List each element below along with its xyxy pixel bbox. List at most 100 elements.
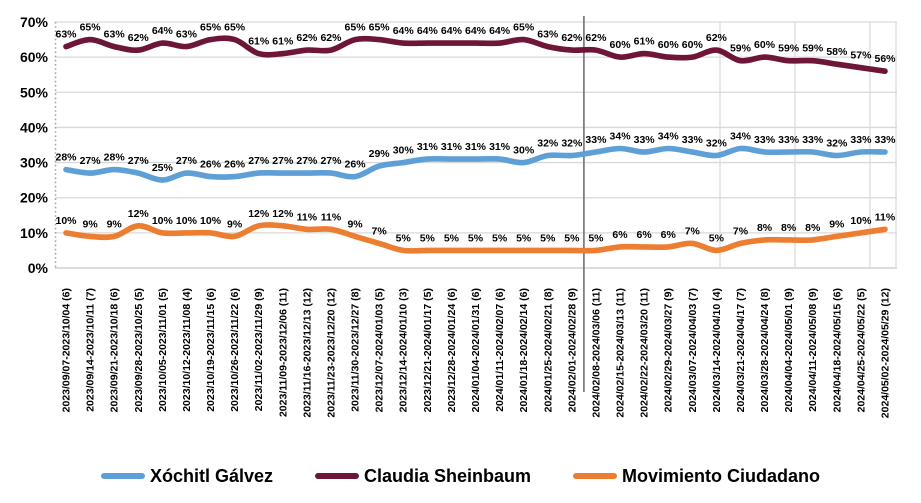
data-label-xochitl-galvez: 28% bbox=[104, 152, 126, 164]
data-label-movimiento-ciudadano: 12% bbox=[128, 208, 150, 220]
x-tick-label: 2023/11/02-2023/11/29 (9) bbox=[253, 288, 265, 411]
data-label-claudia-sheinbaum: 56% bbox=[874, 53, 896, 65]
legend-item-claudia-sheinbaum: Claudia Sheinbaum bbox=[315, 466, 531, 487]
y-tick-label: 20% bbox=[20, 190, 49, 206]
data-label-movimiento-ciudadano: 7% bbox=[733, 225, 749, 237]
data-label-xochitl-galvez: 33% bbox=[682, 134, 704, 146]
data-label-claudia-sheinbaum: 65% bbox=[345, 22, 367, 34]
data-label-movimiento-ciudadano: 9% bbox=[829, 218, 845, 230]
data-label-claudia-sheinbaum: 62% bbox=[320, 32, 342, 44]
x-tick-label: 2023/12/14-2024/01/10 (3) bbox=[398, 288, 410, 412]
x-tick-label: 2023/11/09-2023/12/06 (11) bbox=[277, 288, 289, 417]
data-label-claudia-sheinbaum: 64% bbox=[489, 25, 511, 37]
y-tick-label: 60% bbox=[20, 49, 49, 65]
data-label-xochitl-galvez: 33% bbox=[754, 134, 776, 146]
data-label-xochitl-galvez: 26% bbox=[224, 159, 246, 171]
data-label-movimiento-ciudadano: 5% bbox=[396, 232, 412, 244]
data-label-claudia-sheinbaum: 64% bbox=[417, 25, 439, 37]
data-label-claudia-sheinbaum: 60% bbox=[658, 39, 680, 51]
data-label-movimiento-ciudadano: 9% bbox=[347, 218, 363, 230]
data-label-movimiento-ciudadano: 12% bbox=[272, 208, 294, 220]
y-tick-label: 70% bbox=[20, 14, 49, 30]
x-tick-label: 2023/09/28-2023/10/25 (5) bbox=[133, 288, 145, 412]
data-label-xochitl-galvez: 27% bbox=[248, 155, 270, 167]
x-tick-label: 2023/11/30-2023/12/27 (8) bbox=[350, 288, 362, 412]
x-tick-label: 2024/02/08-2024/03/06 (11) bbox=[590, 288, 602, 418]
data-label-xochitl-galvez: 27% bbox=[176, 155, 198, 167]
data-label-xochitl-galvez: 33% bbox=[634, 134, 656, 146]
data-label-xochitl-galvez: 33% bbox=[585, 134, 607, 146]
x-tick-label: 2024/02/01-2024/02/28 (9) bbox=[566, 288, 578, 412]
data-label-claudia-sheinbaum: 59% bbox=[778, 43, 800, 55]
legend-swatch-xochitl-galvez bbox=[100, 473, 145, 479]
data-label-movimiento-ciudadano: 11% bbox=[875, 211, 896, 223]
x-tick-label: 2023/12/28-2024/01/24 (6) bbox=[446, 288, 458, 412]
data-label-movimiento-ciudadano: 5% bbox=[540, 232, 556, 244]
data-label-claudia-sheinbaum: 64% bbox=[441, 25, 463, 37]
x-tick-label: 2023/11/23-2023/12/20 (12) bbox=[326, 288, 338, 418]
data-label-claudia-sheinbaum: 59% bbox=[730, 43, 752, 55]
data-label-xochitl-galvez: 31% bbox=[441, 141, 463, 153]
data-label-xochitl-galvez: 30% bbox=[513, 145, 535, 157]
data-label-claudia-sheinbaum: 63% bbox=[104, 29, 126, 41]
data-label-movimiento-ciudadano: 5% bbox=[709, 232, 725, 244]
data-label-xochitl-galvez: 26% bbox=[200, 159, 222, 171]
data-label-xochitl-galvez: 27% bbox=[80, 155, 102, 167]
data-label-movimiento-ciudadano: 5% bbox=[468, 232, 484, 244]
data-label-movimiento-ciudadano: 9% bbox=[107, 218, 123, 230]
data-label-claudia-sheinbaum: 62% bbox=[561, 32, 583, 44]
data-label-xochitl-galvez: 32% bbox=[537, 138, 559, 150]
x-tick-label: 2024/01/18-2024/02/14 (6) bbox=[518, 288, 530, 412]
y-tick-label: 30% bbox=[20, 155, 49, 171]
chart-legend: Xóchitl Gálvez Claudia Sheinbaum Movimient… bbox=[0, 452, 921, 500]
data-label-movimiento-ciudadano: 5% bbox=[516, 232, 532, 244]
data-label-xochitl-galvez: 27% bbox=[320, 155, 342, 167]
series-line-movimiento-ciudadano bbox=[63, 222, 888, 254]
data-label-xochitl-galvez: 30% bbox=[393, 145, 415, 157]
data-label-movimiento-ciudadano: 11% bbox=[297, 211, 318, 223]
x-tick-label: 2023/12/07-2024/01/03 (5) bbox=[374, 288, 386, 412]
chart-area: 0%10%20%30%40%50%60%70%63%65%63% 62%64% 63… bbox=[20, 14, 897, 418]
y-tick-label: 0% bbox=[28, 260, 49, 276]
x-tick-label: 2023/10/26-2023/11/22 (6) bbox=[229, 288, 241, 412]
data-label-xochitl-galvez: 28% bbox=[55, 152, 77, 164]
x-tick-label: 2023/09/21-2023/10/18 (6) bbox=[109, 288, 121, 412]
data-label-claudia-sheinbaum: 64% bbox=[393, 25, 415, 37]
data-label-xochitl-galvez: 33% bbox=[778, 134, 800, 146]
y-tick-label: 10% bbox=[20, 225, 49, 241]
data-label-claudia-sheinbaum: 65% bbox=[369, 22, 391, 34]
data-label-xochitl-galvez: 27% bbox=[272, 155, 294, 167]
data-label-movimiento-ciudadano: 5% bbox=[564, 232, 580, 244]
data-label-movimiento-ciudadano: 9% bbox=[82, 218, 98, 230]
data-label-movimiento-ciudadano: 10% bbox=[200, 215, 222, 227]
data-label-movimiento-ciudadano: 6% bbox=[637, 229, 653, 241]
data-label-claudia-sheinbaum: 60% bbox=[682, 39, 704, 51]
data-label-movimiento-ciudadano: 10% bbox=[55, 215, 77, 227]
series-line-xochitl-galvez bbox=[63, 145, 888, 183]
data-label-claudia-sheinbaum: 65% bbox=[513, 22, 535, 34]
data-label-movimiento-ciudadano: 8% bbox=[757, 222, 773, 234]
data-label-claudia-sheinbaum: 60% bbox=[610, 39, 632, 51]
x-tick-label: 2023/12/21-2024/01/17 (5) bbox=[422, 288, 434, 412]
data-label-movimiento-ciudadano: 7% bbox=[372, 225, 388, 237]
y-tick-label: 40% bbox=[20, 119, 49, 135]
x-tick-label: 2024/04/11-2024/05/08 (9) bbox=[807, 288, 819, 412]
data-label-claudia-sheinbaum: 63% bbox=[55, 29, 77, 41]
series-line-claudia-sheinbaum bbox=[63, 35, 888, 74]
data-label-movimiento-ciudadano: 11% bbox=[321, 211, 342, 223]
data-label-xochitl-galvez: 34% bbox=[610, 131, 632, 143]
data-label-movimiento-ciudadano: 7% bbox=[685, 225, 701, 237]
data-label-claudia-sheinbaum: 65% bbox=[80, 22, 102, 34]
legend-label: Xóchitl Gálvez bbox=[149, 465, 273, 486]
data-label-movimiento-ciudadano: 10% bbox=[152, 215, 174, 227]
data-label-movimiento-ciudadano: 5% bbox=[444, 232, 460, 244]
x-tick-label: 2024/03/07-2024/04/03 (7) bbox=[687, 288, 699, 412]
x-tick-label: 2024/04/18-2024/05/15 (6) bbox=[831, 288, 843, 412]
data-label-claudia-sheinbaum: 61% bbox=[272, 36, 294, 48]
data-label-claudia-sheinbaum: 64% bbox=[152, 25, 174, 37]
x-tick-label: 2024/02/15-2024/03/13 (11) bbox=[615, 288, 627, 418]
data-label-xochitl-galvez: 27% bbox=[128, 155, 150, 167]
legend-item-xochitl-galvez: Xóchitl Gálvez bbox=[100, 465, 273, 487]
data-label-movimiento-ciudadano: 5% bbox=[420, 232, 436, 244]
data-label-movimiento-ciudadano: 12% bbox=[248, 208, 270, 220]
